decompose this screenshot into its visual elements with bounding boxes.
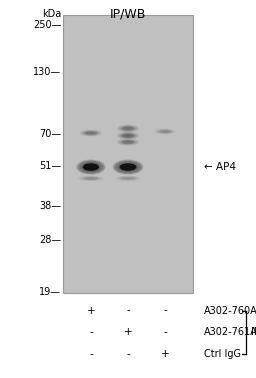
Text: +: + [161,349,169,359]
Ellipse shape [84,131,98,135]
Ellipse shape [118,162,138,172]
Text: +: + [87,305,95,316]
Ellipse shape [159,130,171,133]
Text: IP: IP [251,327,256,337]
Ellipse shape [117,125,139,132]
Ellipse shape [120,163,136,171]
Text: -: - [163,327,167,337]
Ellipse shape [115,161,141,174]
Text: Ctrl IgG: Ctrl IgG [204,349,241,359]
Ellipse shape [81,162,101,172]
Text: A302-761A: A302-761A [204,327,256,337]
Ellipse shape [119,132,137,139]
Text: +: + [124,327,132,337]
Text: 38—: 38— [39,201,61,211]
Text: 51—: 51— [39,161,61,171]
Ellipse shape [83,163,99,171]
Bar [63,15,193,293]
Ellipse shape [116,161,140,173]
Ellipse shape [121,140,135,144]
Ellipse shape [117,132,139,139]
Ellipse shape [119,125,137,132]
Ellipse shape [80,130,102,136]
Text: -: - [89,349,93,359]
Ellipse shape [119,163,137,172]
Text: A302-760A: A302-760A [204,305,256,316]
Ellipse shape [121,140,135,144]
Text: -: - [163,305,167,316]
Text: ← AP4: ← AP4 [204,162,236,172]
Text: IP/WB: IP/WB [110,8,146,20]
Text: 28—: 28— [39,235,61,245]
Ellipse shape [78,176,104,181]
Ellipse shape [81,130,100,136]
Text: 250—: 250— [33,20,61,29]
Ellipse shape [121,134,135,138]
Text: kDa: kDa [42,9,61,19]
Text: -: - [126,305,130,316]
Ellipse shape [80,161,102,173]
Text: 19—: 19— [39,287,61,297]
Ellipse shape [113,160,143,175]
Ellipse shape [117,139,139,146]
Ellipse shape [123,134,133,138]
Text: 130—: 130— [33,67,61,77]
Text: -: - [89,327,93,337]
Ellipse shape [120,133,136,139]
Ellipse shape [121,133,135,138]
Ellipse shape [121,126,135,131]
Ellipse shape [120,125,136,132]
Ellipse shape [83,177,99,180]
Ellipse shape [77,160,104,174]
Ellipse shape [82,163,100,172]
Ellipse shape [120,177,136,180]
Ellipse shape [79,161,103,174]
Ellipse shape [83,131,99,135]
Ellipse shape [114,160,142,174]
Ellipse shape [84,131,97,135]
Text: -: - [126,349,130,359]
Ellipse shape [76,160,105,175]
Ellipse shape [155,129,175,135]
Text: 70—: 70— [39,129,61,139]
Ellipse shape [119,139,137,145]
Ellipse shape [121,126,135,131]
Ellipse shape [120,139,136,145]
